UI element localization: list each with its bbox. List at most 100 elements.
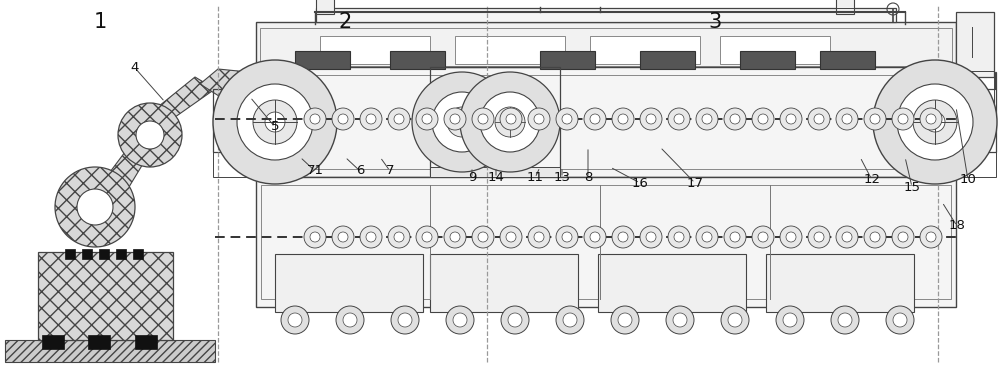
Circle shape xyxy=(611,306,639,334)
Circle shape xyxy=(450,232,460,242)
Circle shape xyxy=(265,112,285,132)
Circle shape xyxy=(618,114,628,124)
Circle shape xyxy=(388,108,410,130)
Circle shape xyxy=(696,226,718,248)
Circle shape xyxy=(77,189,113,225)
Bar xyxy=(320,36,430,64)
Circle shape xyxy=(556,306,584,334)
Circle shape xyxy=(444,108,466,130)
Circle shape xyxy=(838,313,852,327)
Circle shape xyxy=(503,115,517,129)
Text: 16: 16 xyxy=(632,177,648,190)
Circle shape xyxy=(666,306,694,334)
Bar xyxy=(42,335,64,349)
Circle shape xyxy=(447,107,477,137)
Text: 7: 7 xyxy=(386,164,394,177)
Bar xyxy=(135,335,157,349)
Bar xyxy=(261,75,951,169)
Circle shape xyxy=(304,226,326,248)
Circle shape xyxy=(808,108,830,130)
Bar xyxy=(598,254,746,312)
Circle shape xyxy=(752,108,774,130)
Circle shape xyxy=(893,313,907,327)
Bar xyxy=(275,254,423,312)
Circle shape xyxy=(332,108,354,130)
Polygon shape xyxy=(138,77,215,129)
Circle shape xyxy=(646,232,656,242)
Circle shape xyxy=(646,114,656,124)
Circle shape xyxy=(394,114,404,124)
Circle shape xyxy=(640,226,662,248)
Bar xyxy=(316,8,896,22)
Bar xyxy=(956,71,994,119)
Text: 18: 18 xyxy=(949,219,965,232)
Bar xyxy=(261,185,951,299)
Circle shape xyxy=(412,72,512,172)
Circle shape xyxy=(873,60,997,184)
Circle shape xyxy=(814,232,824,242)
Circle shape xyxy=(926,114,936,124)
Circle shape xyxy=(612,226,634,248)
Circle shape xyxy=(416,226,438,248)
Circle shape xyxy=(842,114,852,124)
Circle shape xyxy=(508,313,522,327)
Circle shape xyxy=(332,226,354,248)
Circle shape xyxy=(780,226,802,248)
Circle shape xyxy=(696,108,718,130)
Bar xyxy=(256,177,956,307)
Circle shape xyxy=(556,108,578,130)
Bar xyxy=(256,67,956,177)
Text: 17: 17 xyxy=(686,177,704,190)
Circle shape xyxy=(702,114,712,124)
Text: 5: 5 xyxy=(271,120,279,133)
Bar xyxy=(65,249,75,259)
Circle shape xyxy=(640,108,662,130)
Circle shape xyxy=(808,226,830,248)
Circle shape xyxy=(338,114,348,124)
Bar xyxy=(590,36,700,64)
Circle shape xyxy=(288,313,302,327)
Circle shape xyxy=(913,100,957,144)
Circle shape xyxy=(336,306,364,334)
Circle shape xyxy=(495,107,525,137)
Text: 8: 8 xyxy=(584,171,592,185)
Circle shape xyxy=(453,313,467,327)
Circle shape xyxy=(304,108,326,130)
Circle shape xyxy=(783,313,797,327)
Circle shape xyxy=(864,108,886,130)
Circle shape xyxy=(780,108,802,130)
Bar xyxy=(316,0,334,14)
Circle shape xyxy=(528,226,550,248)
Circle shape xyxy=(674,114,684,124)
Circle shape xyxy=(584,226,606,248)
Circle shape xyxy=(724,226,746,248)
Bar xyxy=(766,254,914,312)
Circle shape xyxy=(432,92,492,152)
Circle shape xyxy=(612,108,634,130)
Circle shape xyxy=(478,114,488,124)
Circle shape xyxy=(472,226,494,248)
Circle shape xyxy=(831,306,859,334)
Circle shape xyxy=(925,112,945,132)
Bar xyxy=(5,340,215,362)
Text: 14: 14 xyxy=(488,171,504,185)
Bar xyxy=(116,249,126,259)
Bar xyxy=(256,22,956,72)
Circle shape xyxy=(455,115,469,129)
Text: 71: 71 xyxy=(306,164,324,177)
Circle shape xyxy=(55,167,135,247)
Text: 1: 1 xyxy=(93,12,107,32)
Circle shape xyxy=(618,232,628,242)
Circle shape xyxy=(730,114,740,124)
Bar xyxy=(455,36,565,64)
Circle shape xyxy=(422,114,432,124)
Circle shape xyxy=(870,114,880,124)
Bar xyxy=(640,51,695,69)
Bar xyxy=(133,249,143,259)
Circle shape xyxy=(702,232,712,242)
Circle shape xyxy=(534,232,544,242)
Text: 11: 11 xyxy=(526,171,544,185)
Text: 2: 2 xyxy=(338,12,352,32)
Bar xyxy=(836,0,854,14)
Circle shape xyxy=(563,313,577,327)
